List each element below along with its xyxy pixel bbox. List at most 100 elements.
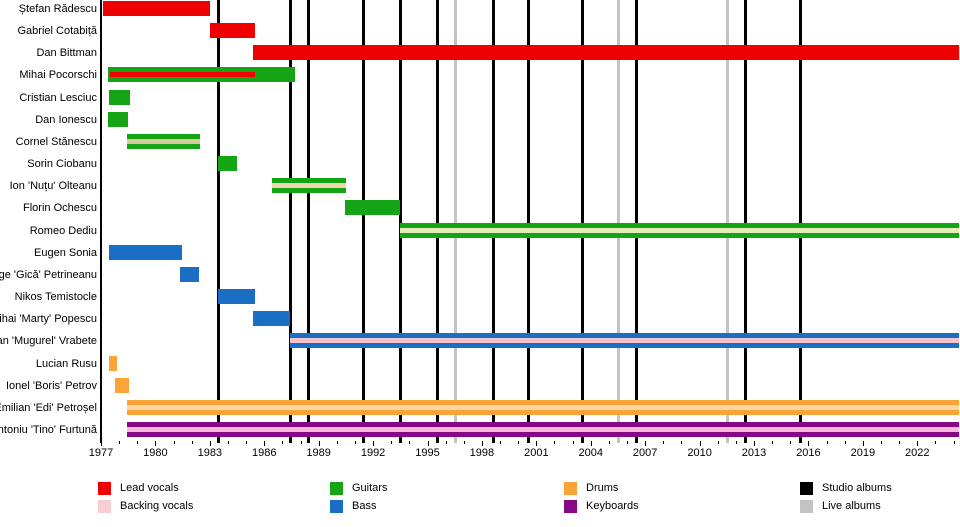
member-name: George 'Gică' Petrineanu xyxy=(0,268,97,281)
major-tick xyxy=(481,441,483,446)
live-album-line xyxy=(616,0,620,443)
legend-swatch xyxy=(800,482,813,495)
tick-label: 1980 xyxy=(143,447,168,459)
member-name: Florin Ochescu xyxy=(23,202,97,215)
backing-stripe xyxy=(110,72,256,78)
minor-tick xyxy=(554,441,556,444)
minor-tick xyxy=(826,441,828,444)
plot-area xyxy=(101,0,959,443)
studio-album-line xyxy=(306,0,310,443)
tick-label: 2007 xyxy=(632,447,658,459)
studio-album-line xyxy=(743,0,747,443)
minor-tick xyxy=(881,441,882,444)
backing-stripe xyxy=(272,183,346,189)
member-name: Iulian 'Mugurel' Vrabete xyxy=(0,335,97,348)
member-name: Nikos Temistocle xyxy=(14,291,97,304)
timeline-bar xyxy=(102,1,210,16)
tick-label: 1989 xyxy=(306,447,331,459)
legend-swatch xyxy=(98,482,111,495)
minor-tick xyxy=(391,441,393,444)
timeline-bar xyxy=(218,156,238,172)
major-tick xyxy=(862,441,864,446)
minor-tick xyxy=(445,441,447,444)
studio-album-line xyxy=(635,0,639,443)
studio-album-line xyxy=(288,0,292,443)
backing-stripe xyxy=(400,227,959,233)
tick-label: 1995 xyxy=(415,447,440,459)
tick-label: 2013 xyxy=(741,447,767,459)
minor-tick xyxy=(627,441,629,444)
member-name: Lucian Rusu xyxy=(35,357,97,370)
member-name: Dan Bittman xyxy=(36,47,97,60)
tick-label: 2001 xyxy=(524,447,549,459)
studio-album-line xyxy=(491,0,495,443)
tick-label: 2010 xyxy=(687,447,712,459)
tick-label: 1977 xyxy=(88,447,114,459)
major-tick xyxy=(590,441,592,446)
minor-tick xyxy=(735,441,737,444)
minor-tick xyxy=(227,441,229,444)
backing-stripe xyxy=(289,338,959,344)
timeline-bar xyxy=(253,45,959,61)
minor-tick xyxy=(409,441,411,444)
major-tick xyxy=(264,441,266,446)
legend-swatch xyxy=(330,482,343,495)
timeline-bar xyxy=(218,289,256,305)
minor-tick xyxy=(336,441,338,444)
major-tick xyxy=(808,441,810,446)
legend-label: Guitars xyxy=(352,482,388,494)
major-tick xyxy=(536,441,538,446)
member-name: Cristian Lesciuc xyxy=(19,91,97,104)
tick-label: 1986 xyxy=(252,447,277,459)
timeline-bar xyxy=(109,355,118,371)
legend-swatch xyxy=(330,499,343,513)
minor-tick xyxy=(953,441,955,444)
tick-label: 1998 xyxy=(469,447,495,459)
legend-swatch xyxy=(564,499,577,513)
member-name: Eugen Sonia xyxy=(34,246,97,259)
timeline-bar xyxy=(109,89,131,105)
legend-swatch xyxy=(800,499,813,513)
member-name: Gabriel Cotabiță xyxy=(17,25,98,38)
studio-album-line xyxy=(435,0,439,443)
tick-label: 2016 xyxy=(796,447,821,459)
studio-album-line xyxy=(527,0,531,443)
member-name: Dan Ionescu xyxy=(35,113,97,126)
minor-tick xyxy=(572,441,574,444)
minor-tick xyxy=(608,441,610,444)
legend: Lead vocals Backing vocals Guitars Bass Drum… xyxy=(0,476,960,527)
major-tick xyxy=(427,441,429,446)
minor-tick xyxy=(246,441,248,444)
legend-label: Bass xyxy=(352,499,377,512)
member-name: Cornel Stănescu xyxy=(15,135,97,148)
minor-tick xyxy=(500,441,502,444)
tick-label: 1983 xyxy=(197,447,223,459)
minor-tick xyxy=(935,441,937,444)
minor-tick xyxy=(681,441,683,444)
member-name: Mihai Pocorschi xyxy=(19,69,97,82)
minor-tick xyxy=(790,441,792,444)
major-tick xyxy=(209,441,211,446)
timeline-bar xyxy=(179,266,199,282)
studio-album-line xyxy=(362,0,366,443)
tick-label: 2022 xyxy=(905,447,930,459)
major-tick xyxy=(645,441,647,446)
minor-tick xyxy=(717,441,719,444)
plot-left-border xyxy=(100,0,102,443)
timeline-bar xyxy=(344,200,401,216)
minor-tick xyxy=(663,441,665,444)
legend-label: Live albums xyxy=(822,499,881,512)
legend-label: Backing vocals xyxy=(120,499,194,512)
live-album-line xyxy=(453,0,457,443)
tick-label: 2004 xyxy=(578,447,603,459)
timeline-bar xyxy=(209,23,256,39)
minor-tick xyxy=(354,441,356,444)
member-name: Romeo Dediu xyxy=(29,224,97,237)
member-name: Antoniu 'Tino' Furtună xyxy=(0,424,97,437)
legend-swatch xyxy=(564,482,577,495)
member-name: Ion 'Nuțu' Olteanu xyxy=(9,180,97,193)
major-tick xyxy=(699,441,701,446)
minor-tick xyxy=(282,441,284,444)
backing-stripe xyxy=(127,427,959,433)
